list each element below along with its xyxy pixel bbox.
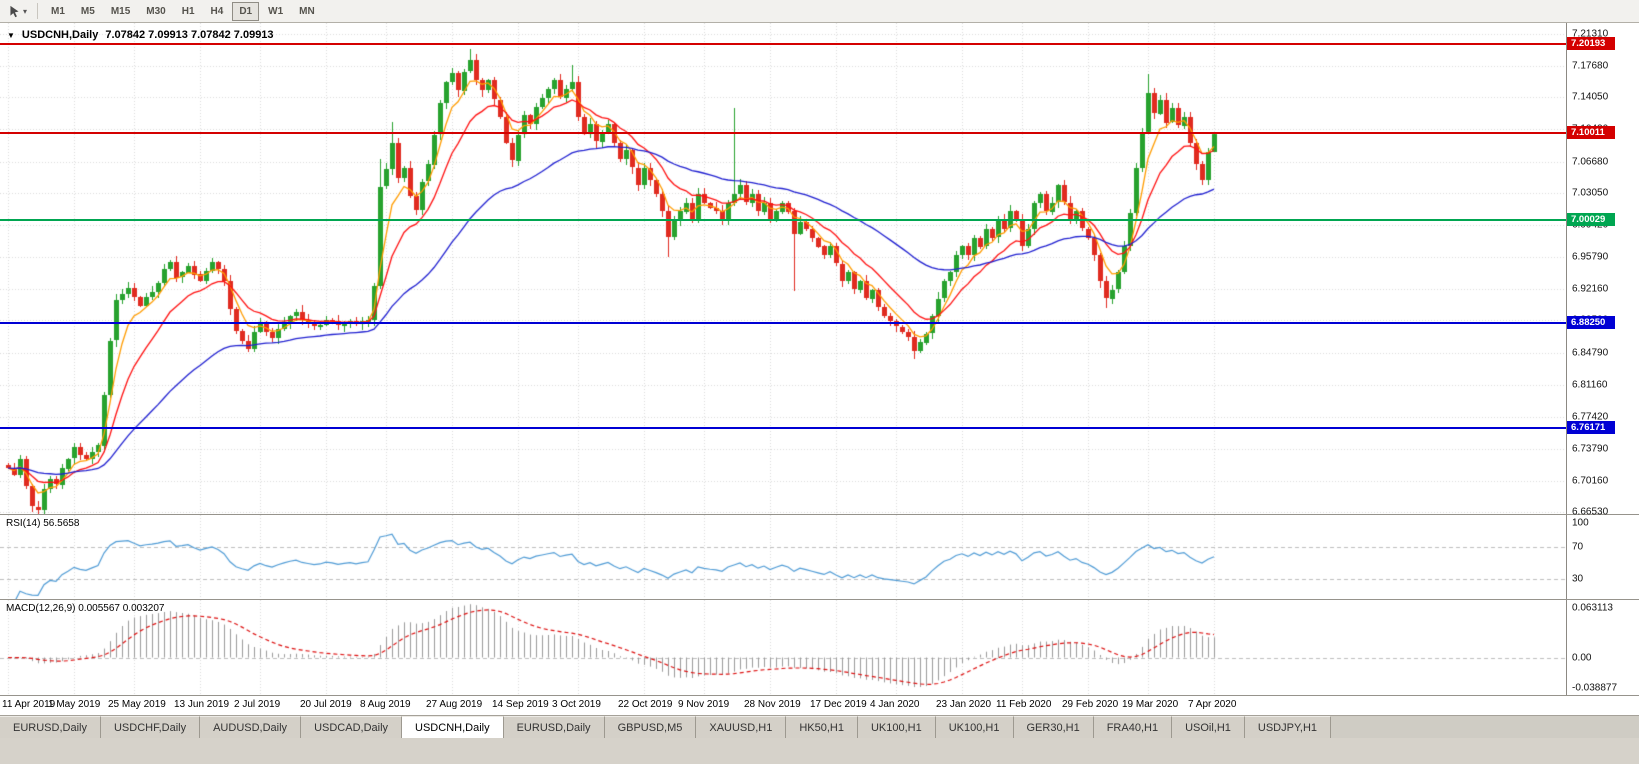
rsi-axis[interactable]: 100 70 30 bbox=[1566, 515, 1639, 599]
chart-tab[interactable]: GBPUSD,M5 bbox=[604, 716, 697, 738]
date-label: 23 Jan 2020 bbox=[936, 699, 992, 710]
chart-tab-active[interactable]: USDCNH,Daily bbox=[402, 716, 504, 738]
price-axis-label: 6.73790 bbox=[1572, 443, 1609, 455]
price-tag: 7.20193 bbox=[1567, 36, 1615, 50]
timeframe-button-d1[interactable]: D1 bbox=[232, 1, 260, 21]
chart-tab[interactable]: USDCHF,Daily bbox=[100, 716, 201, 738]
macd-level-label: 0.00 bbox=[1572, 652, 1592, 663]
price-axis-label: 7.14050 bbox=[1572, 91, 1609, 103]
date-label: 20 Jul 2019 bbox=[300, 699, 352, 710]
chart-tab[interactable]: GER30,H1 bbox=[1013, 716, 1094, 738]
rsi-level-label: 100 bbox=[1572, 517, 1589, 529]
date-label: 4 Jan 2020 bbox=[870, 699, 920, 710]
rsi-chart-canvas[interactable] bbox=[0, 515, 1566, 599]
date-label: 14 Sep 2019 bbox=[492, 699, 549, 710]
ohlc-values-label: 7.07842 7.09913 7.07842 7.09913 bbox=[105, 29, 274, 41]
date-label: 3 Oct 2019 bbox=[552, 699, 601, 710]
chart-tab[interactable]: USDCAD,Daily bbox=[301, 716, 403, 738]
cursor-pointer-icon bbox=[10, 5, 19, 17]
macd-level-label: 0.063113 bbox=[1572, 602, 1613, 614]
chart-tab[interactable]: EURUSD,Daily bbox=[0, 716, 101, 738]
price-axis-label: 6.66530 bbox=[1572, 506, 1609, 518]
date-label: 1 May 2019 bbox=[48, 699, 101, 710]
chart-tab[interactable]: AUDUSD,Daily bbox=[200, 716, 302, 738]
price-tag: 6.76171 bbox=[1567, 421, 1615, 435]
date-label: 29 Feb 2020 bbox=[1062, 699, 1119, 710]
price-axis-label: 7.21310 bbox=[1572, 28, 1609, 40]
timeframe-button-m15[interactable]: M15 bbox=[110, 5, 131, 17]
timeframe-button-m5[interactable]: M5 bbox=[80, 5, 95, 17]
macd-chart-canvas[interactable] bbox=[0, 600, 1566, 695]
rsi-level-label: 30 bbox=[1572, 573, 1584, 585]
date-label: 7 Apr 2020 bbox=[1188, 699, 1237, 710]
macd-axis[interactable]: 0.063113 0.00 -0.038877 bbox=[1566, 600, 1639, 695]
rsi-label: RSI(14) 56.5658 bbox=[6, 518, 80, 529]
timeframe-button-group: M1 M5 M15 M30 H1 H4 D1 W1 MN bbox=[44, 1, 322, 21]
price-axis[interactable]: 7.213107.176807.140507.104207.066807.030… bbox=[1566, 23, 1639, 518]
price-axis-label: 7.03050 bbox=[1572, 187, 1609, 199]
date-label: 11 Feb 2020 bbox=[996, 699, 1052, 710]
price-axis-label: 6.70160 bbox=[1572, 475, 1609, 487]
date-label: 13 Jun 2019 bbox=[174, 699, 230, 710]
chart-tab[interactable]: FRA40,H1 bbox=[1093, 716, 1173, 738]
cursor-tool-button[interactable]: ▾ bbox=[4, 3, 31, 20]
timeframe-button-mn[interactable]: MN bbox=[299, 5, 315, 17]
collapse-arrow-icon: ▼ bbox=[7, 30, 15, 40]
chart-tab[interactable]: UK100,H1 bbox=[857, 716, 936, 738]
price-axis-label: 6.92160 bbox=[1572, 283, 1609, 295]
macd-label: MACD(12,26,9) 0.005567 0.003207 bbox=[6, 603, 165, 614]
chart-tab[interactable]: UK100,H1 bbox=[935, 716, 1014, 738]
price-axis-label: 6.95790 bbox=[1572, 251, 1609, 263]
chart-title: ▼ USDCNH,Daily 7.07842 7.09913 7.07842 7… bbox=[7, 29, 274, 41]
date-label: 27 Aug 2019 bbox=[426, 699, 483, 710]
chart-tab[interactable]: XAUUSD,H1 bbox=[696, 716, 787, 738]
date-label: 25 May 2019 bbox=[108, 699, 166, 710]
date-label: 11 Apr 2019 bbox=[2, 699, 56, 710]
date-label: 8 Aug 2019 bbox=[360, 699, 411, 710]
price-tag: 6.88250 bbox=[1567, 315, 1615, 329]
timeframe-button-h4[interactable]: H4 bbox=[210, 5, 224, 17]
date-label: 28 Nov 2019 bbox=[744, 699, 801, 710]
price-axis-label: 6.84790 bbox=[1572, 347, 1609, 359]
rsi-level-label: 70 bbox=[1572, 541, 1584, 553]
chart-tab[interactable]: USDJPY,H1 bbox=[1244, 716, 1332, 738]
main-chart-panel: ▼ USDCNH,Daily 7.07842 7.09913 7.07842 7… bbox=[0, 23, 1639, 518]
date-label: 9 Nov 2019 bbox=[678, 699, 730, 710]
date-label: 2 Jul 2019 bbox=[234, 699, 281, 710]
timeframe-button-m30[interactable]: M30 bbox=[146, 5, 166, 17]
price-axis-label: 6.81160 bbox=[1572, 379, 1608, 391]
candlestick-chart-canvas[interactable] bbox=[0, 23, 1566, 514]
chart-tab-bar: EURUSD,Daily USDCHF,Daily AUDUSD,Daily USDC… bbox=[0, 715, 1639, 738]
chart-tab[interactable]: EURUSD,Daily bbox=[503, 716, 605, 738]
price-tag: 7.00029 bbox=[1567, 212, 1615, 226]
chart-tab[interactable]: HK50,H1 bbox=[786, 716, 858, 738]
price-axis-label: 6.77420 bbox=[1572, 411, 1609, 423]
date-label: 19 Mar 2020 bbox=[1122, 699, 1179, 710]
price-tag: 7.10011 bbox=[1567, 125, 1615, 139]
timeframe-button-h1[interactable]: H1 bbox=[181, 5, 195, 17]
price-axis-label: 7.06680 bbox=[1572, 156, 1609, 168]
timeframe-button-m1[interactable]: M1 bbox=[51, 5, 65, 17]
price-axis-label: 7.17680 bbox=[1572, 60, 1609, 72]
timeframe-button-w1[interactable]: W1 bbox=[268, 5, 284, 17]
rsi-indicator-panel: RSI(14) 56.5658 100 70 30 bbox=[0, 514, 1639, 599]
dropdown-caret-icon: ▾ bbox=[23, 6, 28, 16]
symbol-timeframe-label: USDCNH,Daily bbox=[21, 29, 99, 41]
macd-level-label: -0.038877 bbox=[1572, 682, 1618, 694]
chart-tab[interactable]: USOil,H1 bbox=[1172, 716, 1245, 738]
date-label: 22 Oct 2019 bbox=[618, 699, 673, 710]
date-label: 17 Dec 2019 bbox=[810, 699, 867, 710]
time-axis[interactable]: 11 Apr 2019 1 May 2019 25 May 2019 13 Jun 2… bbox=[0, 695, 1639, 715]
toolbar-separator bbox=[37, 3, 39, 19]
macd-indicator-panel: MACD(12,26,9) 0.005567 0.003207 0.063113… bbox=[0, 599, 1639, 695]
chart-toolbar: ▾ M1 M5 M15 M30 H1 H4 D1 W1 MN bbox=[0, 0, 1639, 23]
